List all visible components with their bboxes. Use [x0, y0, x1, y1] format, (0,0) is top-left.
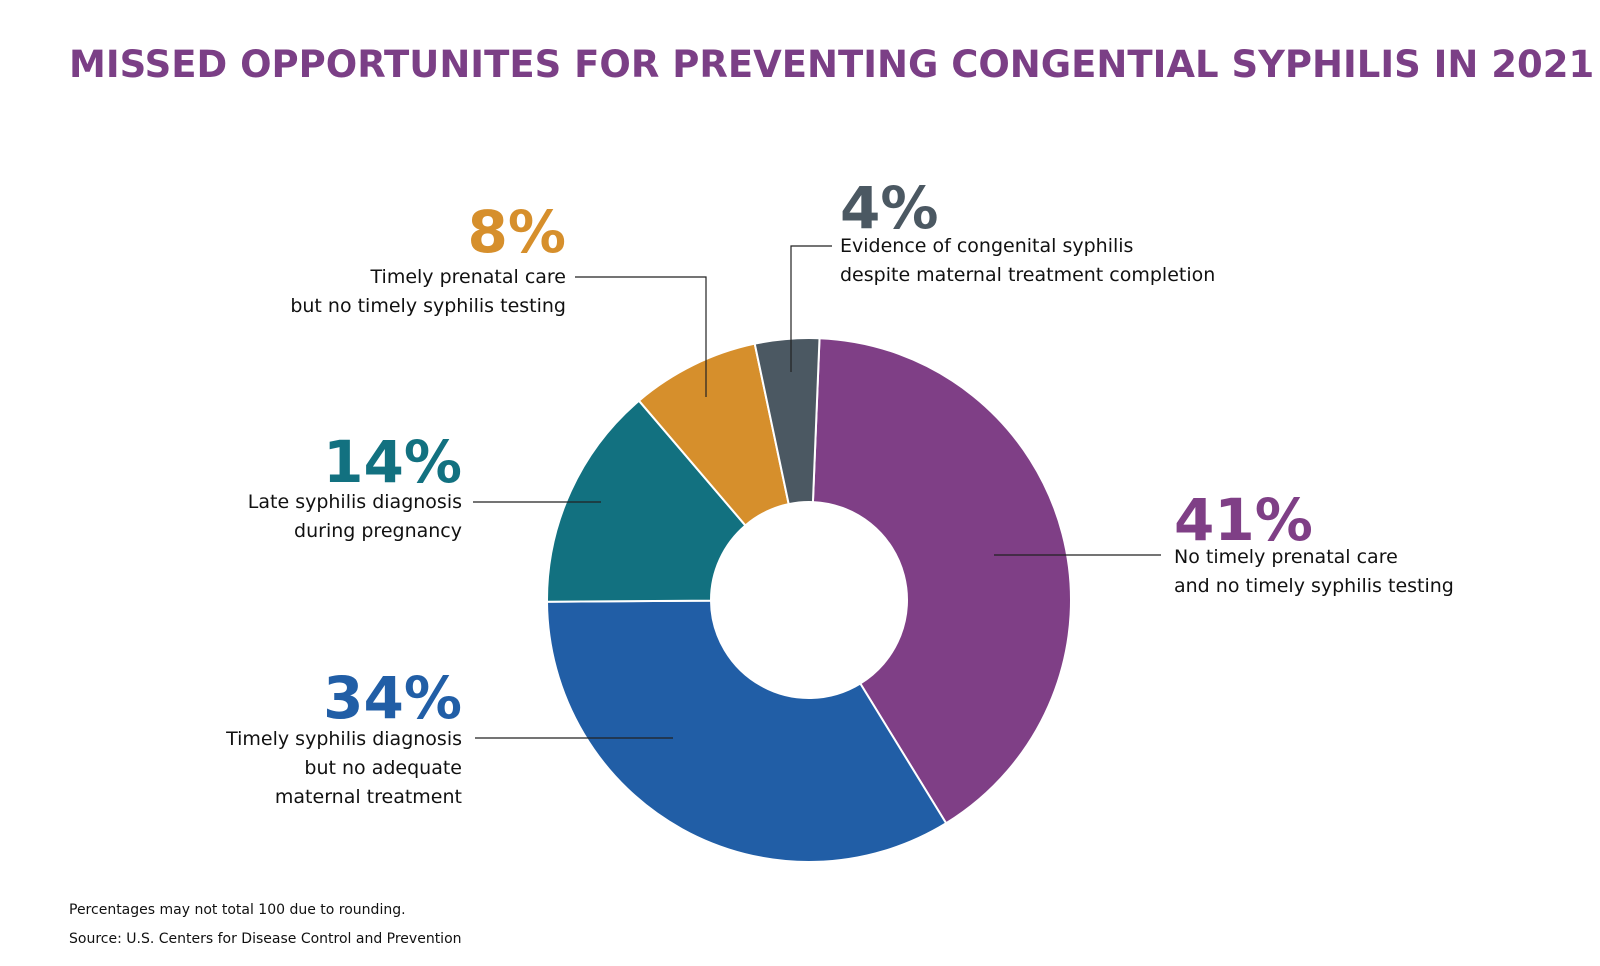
value-label: 4%	[840, 174, 938, 242]
value-label: 34%	[323, 664, 462, 732]
slice-label: maternal treatment	[275, 786, 462, 808]
donut-slice	[546, 399, 747, 603]
value-label: 14%	[323, 428, 462, 496]
slice-label: Timely syphilis diagnosis	[225, 728, 462, 750]
value-label: 41%	[1174, 486, 1313, 554]
slice-label: Late syphilis diagnosis	[248, 491, 462, 513]
source: Source: U.S. Centers for Disease Control…	[69, 931, 462, 947]
donut-slice	[811, 337, 1073, 825]
slice-label: but no timely syphilis testing	[290, 295, 566, 317]
slice-label: No timely prenatal care	[1174, 546, 1398, 568]
slice-label: during pregnancy	[294, 520, 462, 542]
chart-title: MISSED OPPORTUNITES FOR PREVENTING CONGE…	[69, 43, 1594, 86]
slice-label: and no timely syphilis testing	[1174, 575, 1454, 597]
donut-slice	[545, 599, 948, 863]
leader-line	[790, 245, 832, 372]
leader-line	[575, 276, 707, 397]
slice-label: but no adequate	[304, 757, 462, 779]
slice-label: Evidence of congenital syphilis	[840, 235, 1133, 257]
slice-label: despite maternal treatment completion	[840, 264, 1215, 286]
donut-slice	[753, 337, 821, 506]
value-label: 8%	[468, 198, 566, 266]
slice-label: Timely prenatal care	[370, 266, 566, 288]
footnote: Percentages may not total 100 due to rou…	[69, 902, 406, 918]
